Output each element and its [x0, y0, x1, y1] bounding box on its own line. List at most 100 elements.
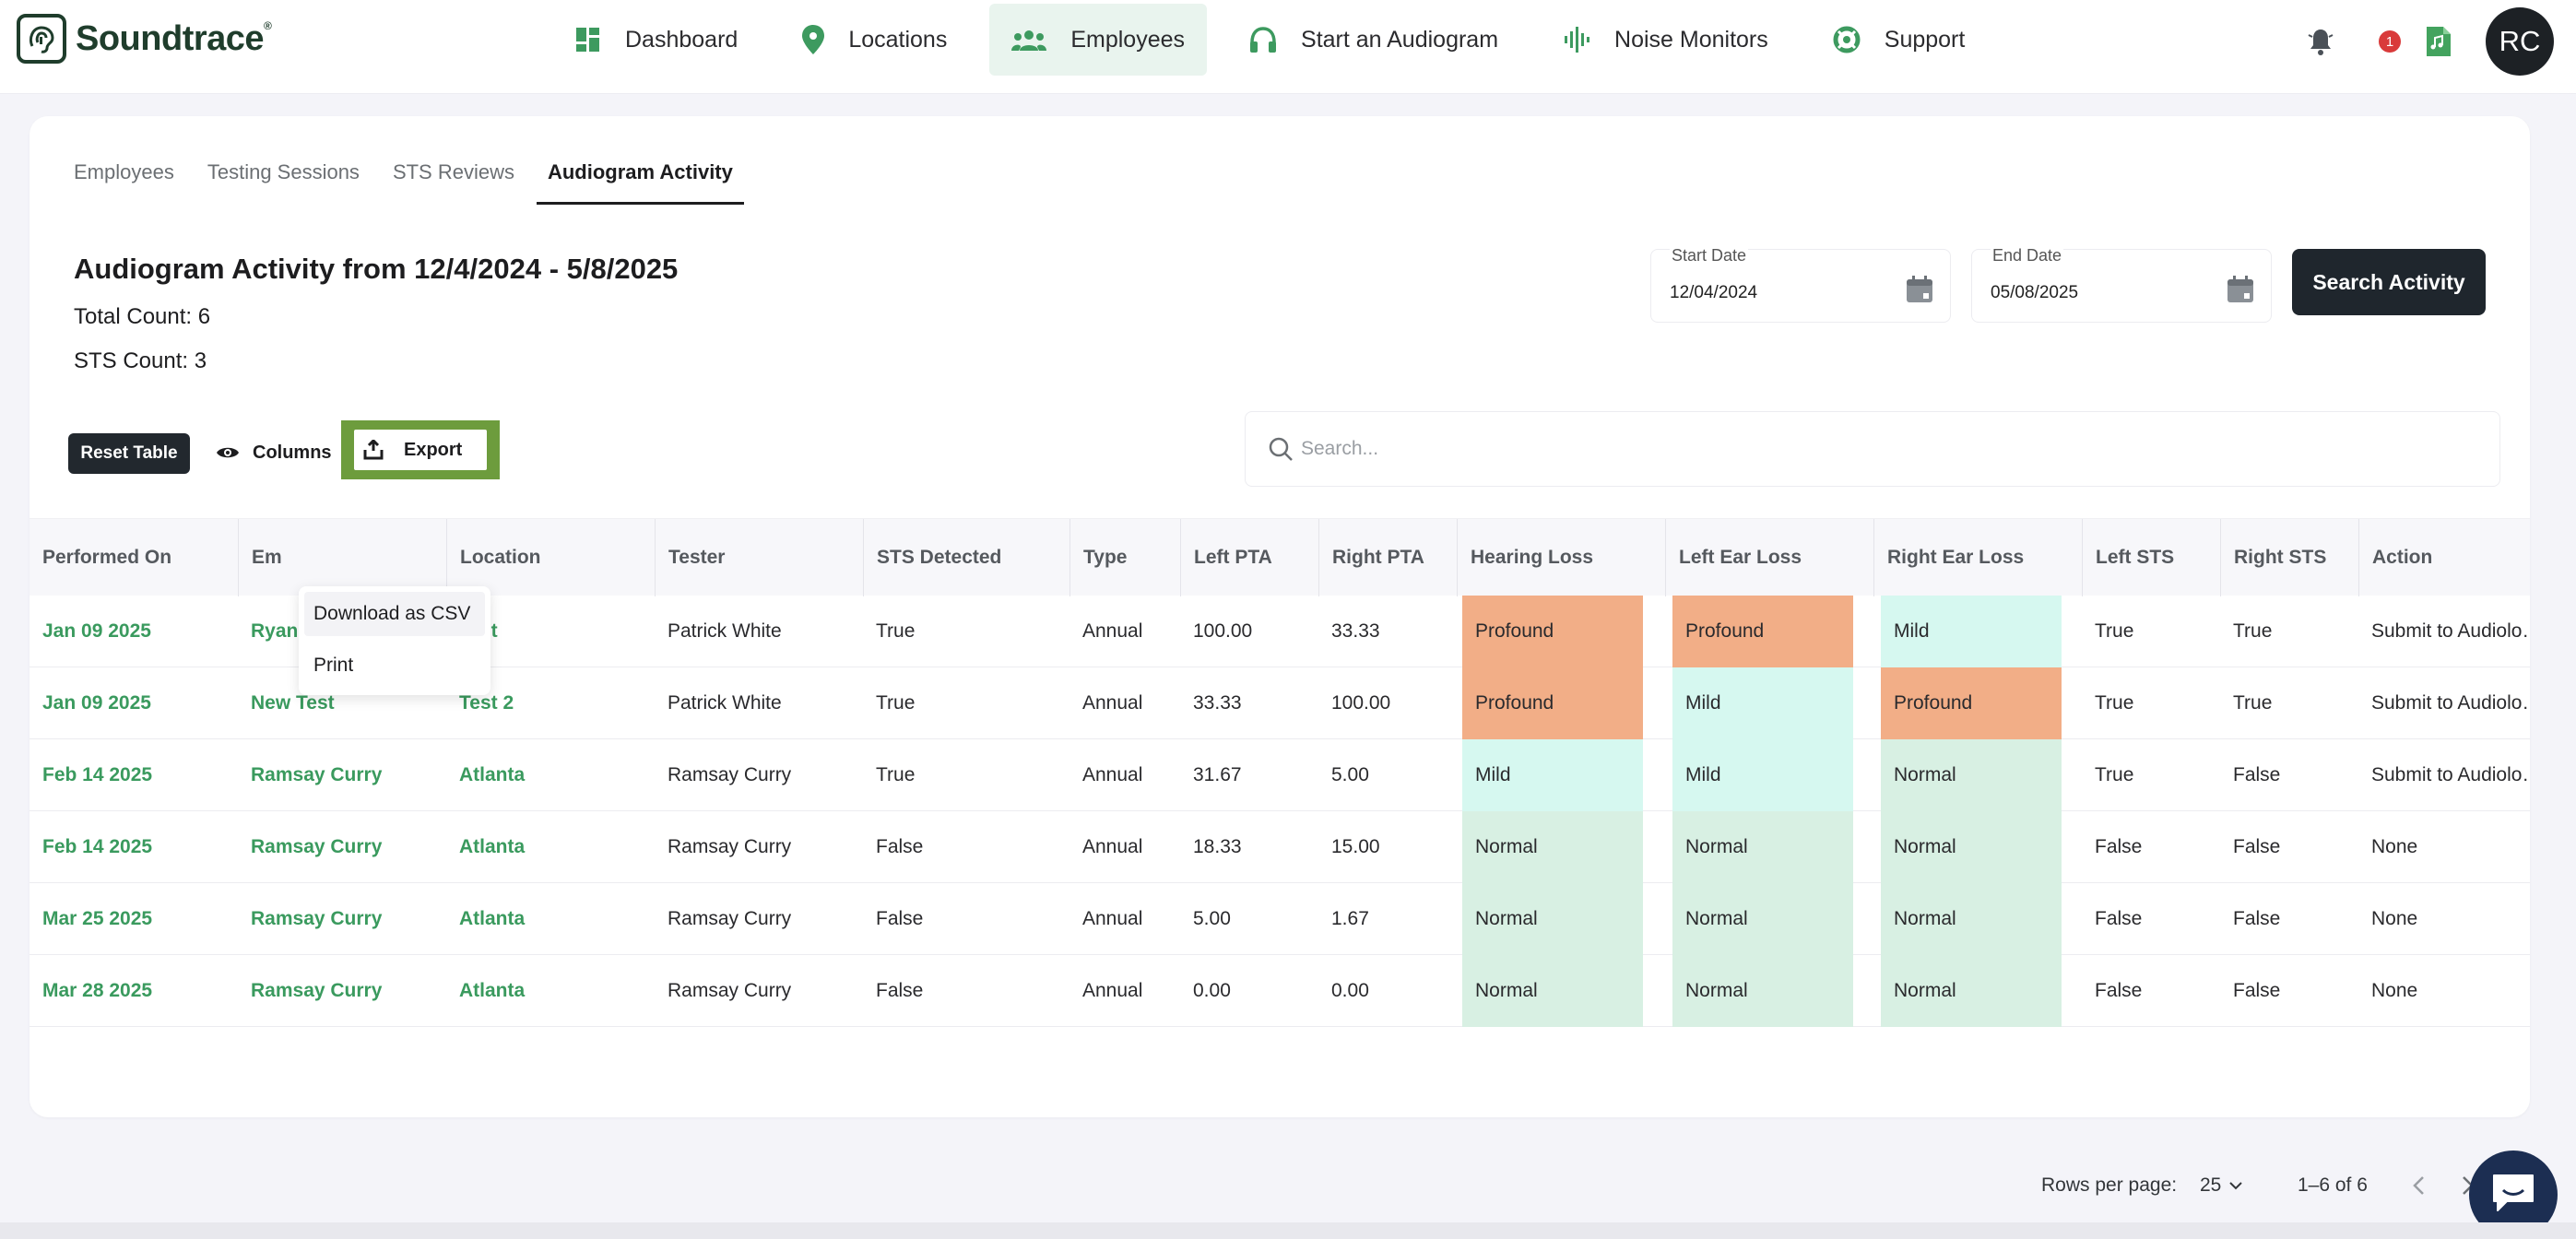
cell-action: None [2371, 908, 2418, 929]
table-row[interactable]: Feb 14 2025 Ramsay Curry Atlanta Ramsay Cur… [30, 811, 2530, 883]
cell-sts-detected: True [876, 692, 916, 714]
download-csv-option[interactable]: Download as CSV [304, 592, 485, 636]
cell-location[interactable]: Atlanta [459, 980, 526, 1001]
cell-tester: Patrick White [668, 620, 782, 642]
audiogram-activity-card: Employees Testing Sessions STS Reviews A… [30, 116, 2530, 1196]
cell-action: None [2371, 836, 2418, 857]
cell-right-pta: 100.00 [1331, 692, 1391, 714]
table-search[interactable] [1245, 411, 2500, 487]
tab-employees[interactable]: Employees [74, 160, 174, 183]
cell-performed-on[interactable]: Mar 25 2025 [42, 908, 153, 929]
export-button[interactable]: Export [354, 430, 487, 470]
tab-audiogram-activity[interactable]: Audiogram Activity [536, 159, 744, 205]
cell-sts-detected: False [876, 908, 924, 929]
start-date-value[interactable]: 12/04/2024 [1670, 283, 1758, 302]
document-icon[interactable] [2427, 27, 2451, 56]
cell-employee[interactable]: Ramsay Curry [251, 908, 383, 929]
col-right-ear-loss[interactable]: Right Ear Loss [1873, 519, 2082, 596]
cell-left-ear-loss: Mild [1672, 667, 1853, 739]
cell-left-pta: 18.33 [1193, 836, 1242, 857]
tab-testing-sessions[interactable]: Testing Sessions [207, 160, 360, 183]
search-input[interactable] [1301, 431, 2407, 467]
cell-hearing-loss: Normal [1462, 811, 1643, 883]
soundwave-icon [1563, 26, 1590, 53]
cell-performed-on[interactable]: Jan 09 2025 [42, 692, 151, 714]
cell-performed-on[interactable]: Feb 14 2025 [42, 764, 153, 785]
nav-start-audiogram-label: Start an Audiogram [1301, 26, 1499, 53]
nav-support-label: Support [1884, 26, 1966, 53]
nav-support[interactable]: Support [1811, 4, 1988, 76]
export-icon [363, 440, 384, 460]
col-hearing-loss[interactable]: Hearing Loss [1457, 519, 1665, 596]
col-sts-detected[interactable]: STS Detected [863, 519, 1069, 596]
nav-start-audiogram[interactable]: Start an Audiogram [1227, 4, 1520, 76]
calendar-icon[interactable] [1906, 276, 1933, 308]
map-pin-icon [802, 25, 825, 54]
print-option[interactable]: Print [313, 655, 354, 676]
user-avatar[interactable]: RC [2486, 7, 2554, 76]
col-left-pta[interactable]: Left PTA [1180, 519, 1318, 596]
cell-right-pta: 1.67 [1331, 908, 1369, 929]
table-row[interactable]: Mar 25 2025 Ramsay Curry Atlanta Ramsay Cur… [30, 883, 2530, 955]
headphones-icon [1249, 26, 1277, 53]
cell-left-ear-loss: Profound [1672, 596, 1853, 667]
nav-employees[interactable]: Employees [989, 4, 1208, 76]
cell-left-sts: False [2095, 980, 2143, 1001]
reset-table-button[interactable]: Reset Table [68, 433, 190, 474]
cell-location[interactable]: Atlanta [459, 908, 526, 929]
cell-right-pta: 15.00 [1331, 836, 1380, 857]
nav-locations[interactable]: Locations [780, 4, 969, 76]
col-action[interactable]: Action [2358, 519, 2530, 596]
calendar-icon[interactable] [2227, 276, 2254, 308]
cell-location[interactable]: Atlanta [459, 836, 526, 857]
bell-icon[interactable] [2307, 28, 2334, 55]
tab-sts-reviews[interactable]: STS Reviews [392, 160, 514, 183]
cell-right-sts: False [2233, 764, 2281, 785]
col-left-sts[interactable]: Left STS [2082, 519, 2220, 596]
chat-icon [2490, 1172, 2536, 1219]
cell-employee[interactable]: Ramsay Curry [251, 764, 383, 785]
notification-count-badge[interactable]: 1 [2379, 30, 2401, 53]
cell-performed-on[interactable]: Feb 14 2025 [42, 836, 153, 857]
brand-logo[interactable]: Soundtrace® [17, 13, 272, 65]
cell-employee[interactable]: Ramsay Curry [251, 980, 383, 1001]
col-left-ear-loss[interactable]: Left Ear Loss [1665, 519, 1873, 596]
cell-right-ear-loss: Normal [1881, 739, 2062, 811]
columns-label: Columns [253, 442, 332, 463]
export-highlight: Export [341, 420, 500, 479]
col-performed-on[interactable]: Performed On [42, 547, 172, 568]
cell-right-sts: True [2233, 692, 2273, 714]
cell-location[interactable]: Atlanta [459, 764, 526, 785]
col-tester[interactable]: Tester [655, 519, 863, 596]
col-right-sts[interactable]: Right STS [2220, 519, 2358, 596]
nav-noise-monitors-label: Noise Monitors [1614, 26, 1768, 53]
columns-button[interactable]: Columns [216, 437, 332, 468]
col-type[interactable]: Type [1069, 519, 1180, 596]
cell-employee[interactable]: Ramsay Curry [251, 836, 383, 857]
nav-dashboard[interactable]: Dashboard [553, 4, 760, 76]
cell-left-sts: False [2095, 908, 2143, 929]
nav-locations-label: Locations [848, 26, 948, 53]
col-location[interactable]: Location [446, 519, 655, 596]
cell-employee[interactable]: New Test [251, 692, 335, 714]
end-date-field[interactable]: End Date 05/08/2025 [1971, 246, 2272, 323]
col-right-pta[interactable]: Right PTA [1318, 519, 1457, 596]
cell-sts-detected: False [876, 980, 924, 1001]
table-row[interactable]: Jan 09 2025 New Test Test 2 Patrick White Tr… [30, 667, 2530, 739]
cell-action: None [2371, 980, 2418, 1001]
table-row[interactable]: Mar 28 2025 Ramsay Curry Atlanta Ramsay Cur… [30, 955, 2530, 1027]
previous-page-icon[interactable] [2410, 1174, 2428, 1201]
cell-performed-on[interactable]: Jan 09 2025 [42, 620, 151, 642]
search-icon [1268, 436, 1294, 466]
col-employee[interactable]: Em [238, 519, 446, 596]
search-activity-button[interactable]: Search Activity [2292, 249, 2486, 315]
cell-location[interactable]: Test 2 [459, 692, 514, 714]
cell-left-ear-loss: Normal [1672, 811, 1853, 883]
table-row[interactable]: Feb 14 2025 Ramsay Curry Atlanta Ramsay Cur… [30, 739, 2530, 811]
end-date-value[interactable]: 05/08/2025 [1991, 283, 2079, 302]
nav-noise-monitors[interactable]: Noise Monitors [1541, 4, 1790, 76]
cell-performed-on[interactable]: Mar 28 2025 [42, 980, 153, 1001]
rows-per-page-select[interactable]: 25 [2200, 1174, 2243, 1197]
start-date-field[interactable]: Start Date 12/04/2024 [1650, 246, 1951, 323]
cell-type: Annual [1082, 692, 1143, 714]
